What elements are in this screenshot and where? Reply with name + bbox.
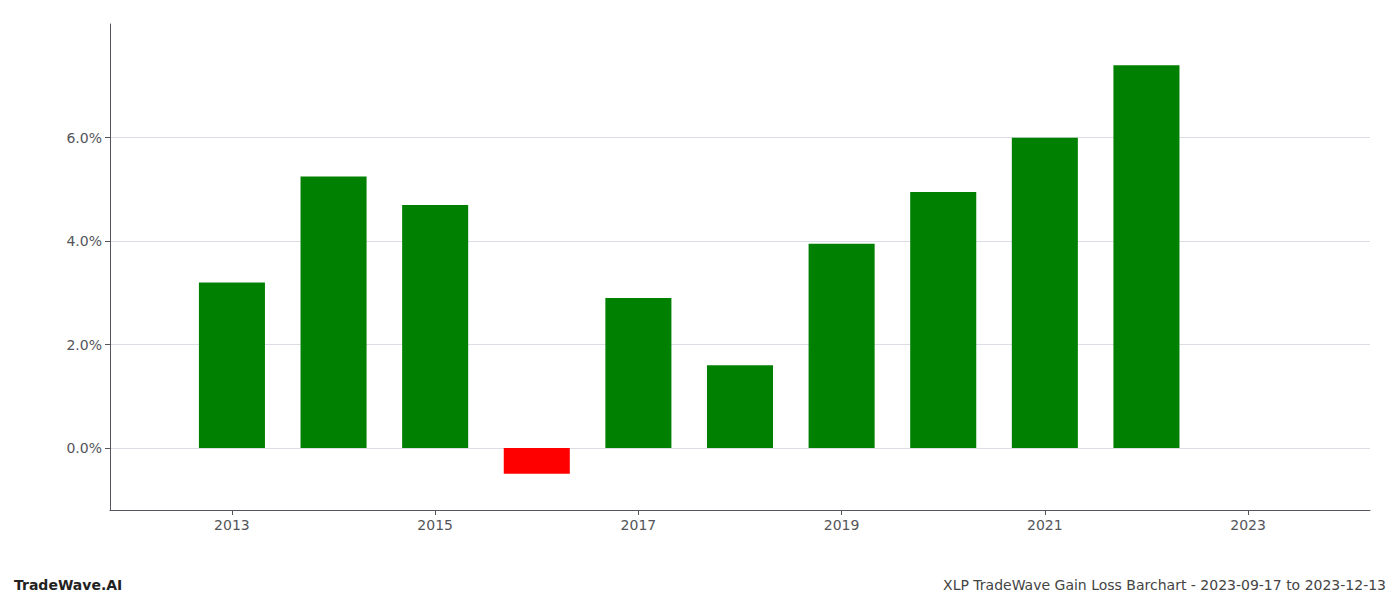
svg-text:2013: 2013 — [214, 517, 250, 533]
svg-text:2023: 2023 — [1230, 517, 1266, 533]
svg-text:2015: 2015 — [417, 517, 453, 533]
svg-text:XLP TradeWave Gain Loss Barcha: XLP TradeWave Gain Loss Barchart - 2023-… — [943, 577, 1386, 593]
svg-text:4.0%: 4.0% — [66, 233, 102, 249]
svg-text:0.0%: 0.0% — [66, 440, 102, 456]
svg-text:2017: 2017 — [621, 517, 657, 533]
svg-text:6.0%: 6.0% — [66, 130, 102, 146]
svg-text:2019: 2019 — [824, 517, 860, 533]
svg-text:TradeWave.AI: TradeWave.AI — [14, 577, 122, 593]
svg-text:2.0%: 2.0% — [66, 337, 102, 353]
svg-text:2021: 2021 — [1027, 517, 1063, 533]
